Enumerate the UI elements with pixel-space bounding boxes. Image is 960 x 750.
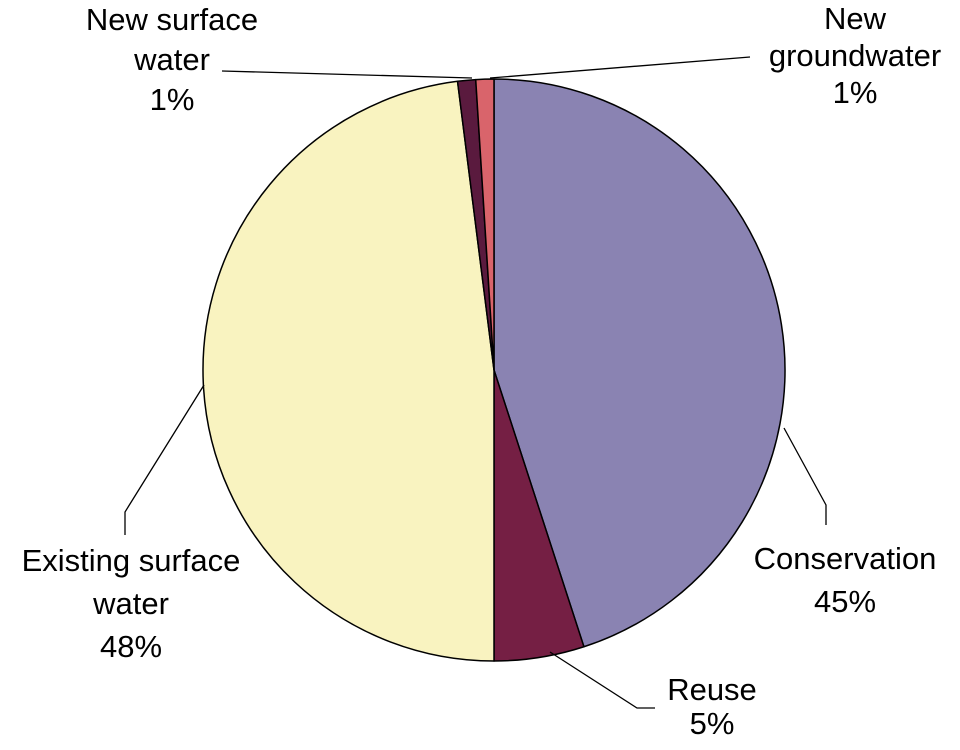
value-label: 1% (832, 75, 878, 110)
category-label: New surface water (85, 2, 259, 77)
leader-line (221, 70, 473, 79)
slice-label: Existing surface water 48% (0, 539, 262, 668)
pie-slice (493, 78, 786, 648)
pie-slice (474, 78, 495, 371)
leader-line (783, 427, 827, 525)
value-label: 45% (813, 584, 877, 619)
leader-line (489, 56, 751, 79)
category-label: Reuse (667, 672, 757, 707)
value-label: 48% (99, 629, 163, 664)
category-label: New groundwater (768, 1, 942, 73)
category-label: Existing surface water (21, 543, 241, 621)
category-label: Conservation (753, 541, 937, 576)
slice-label: Reuse 5% (652, 673, 772, 741)
value-label: 5% (689, 706, 735, 741)
value-label: 1% (149, 82, 195, 117)
slice-label: Conservation 45% (735, 537, 955, 623)
pie-slice (202, 80, 495, 662)
slice-label: New surface water 1% (67, 0, 277, 120)
leader-line (124, 384, 205, 535)
leader-line (549, 651, 655, 709)
slice-label: New groundwater 1% (755, 0, 955, 111)
